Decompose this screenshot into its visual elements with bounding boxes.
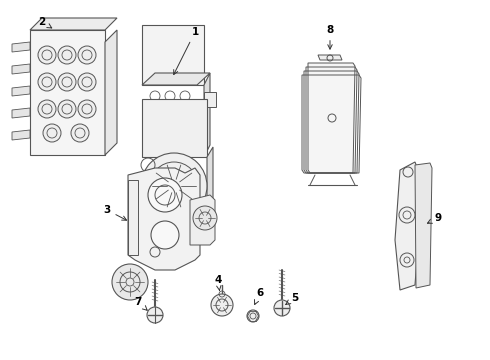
Polygon shape <box>207 147 213 225</box>
Circle shape <box>148 178 182 212</box>
Polygon shape <box>12 64 30 74</box>
Text: 7: 7 <box>134 297 147 310</box>
Bar <box>204 92 216 107</box>
Circle shape <box>38 100 56 118</box>
Text: 1: 1 <box>174 27 198 75</box>
Text: 6: 6 <box>254 288 264 305</box>
Circle shape <box>58 73 76 91</box>
Polygon shape <box>318 55 342 60</box>
Circle shape <box>71 124 89 142</box>
Polygon shape <box>12 42 30 52</box>
Text: 8: 8 <box>326 25 334 49</box>
Polygon shape <box>415 163 432 288</box>
Bar <box>30 30 105 155</box>
Text: 2: 2 <box>38 17 52 28</box>
Circle shape <box>78 100 96 118</box>
Polygon shape <box>12 130 30 140</box>
Circle shape <box>58 100 76 118</box>
Bar <box>142 25 204 85</box>
Bar <box>142 99 207 157</box>
Circle shape <box>38 46 56 64</box>
Circle shape <box>112 264 148 300</box>
Polygon shape <box>204 73 210 157</box>
Circle shape <box>141 153 207 219</box>
Circle shape <box>211 294 233 316</box>
Circle shape <box>78 73 96 91</box>
Polygon shape <box>12 108 30 118</box>
Circle shape <box>38 73 56 91</box>
Polygon shape <box>190 195 215 245</box>
Polygon shape <box>105 30 117 155</box>
Circle shape <box>247 310 259 322</box>
Circle shape <box>78 46 96 64</box>
Polygon shape <box>142 73 210 85</box>
Bar <box>128 180 138 255</box>
Circle shape <box>193 206 217 230</box>
Circle shape <box>274 300 290 316</box>
Text: 5: 5 <box>286 293 298 305</box>
Polygon shape <box>12 86 30 96</box>
Text: 4: 4 <box>214 275 221 291</box>
Polygon shape <box>30 18 117 30</box>
Polygon shape <box>128 168 200 270</box>
Text: 9: 9 <box>427 213 441 223</box>
Polygon shape <box>395 162 420 290</box>
Polygon shape <box>308 63 355 173</box>
Circle shape <box>151 221 179 249</box>
Circle shape <box>43 124 61 142</box>
Circle shape <box>147 307 163 323</box>
Circle shape <box>58 46 76 64</box>
Text: 3: 3 <box>103 205 126 220</box>
